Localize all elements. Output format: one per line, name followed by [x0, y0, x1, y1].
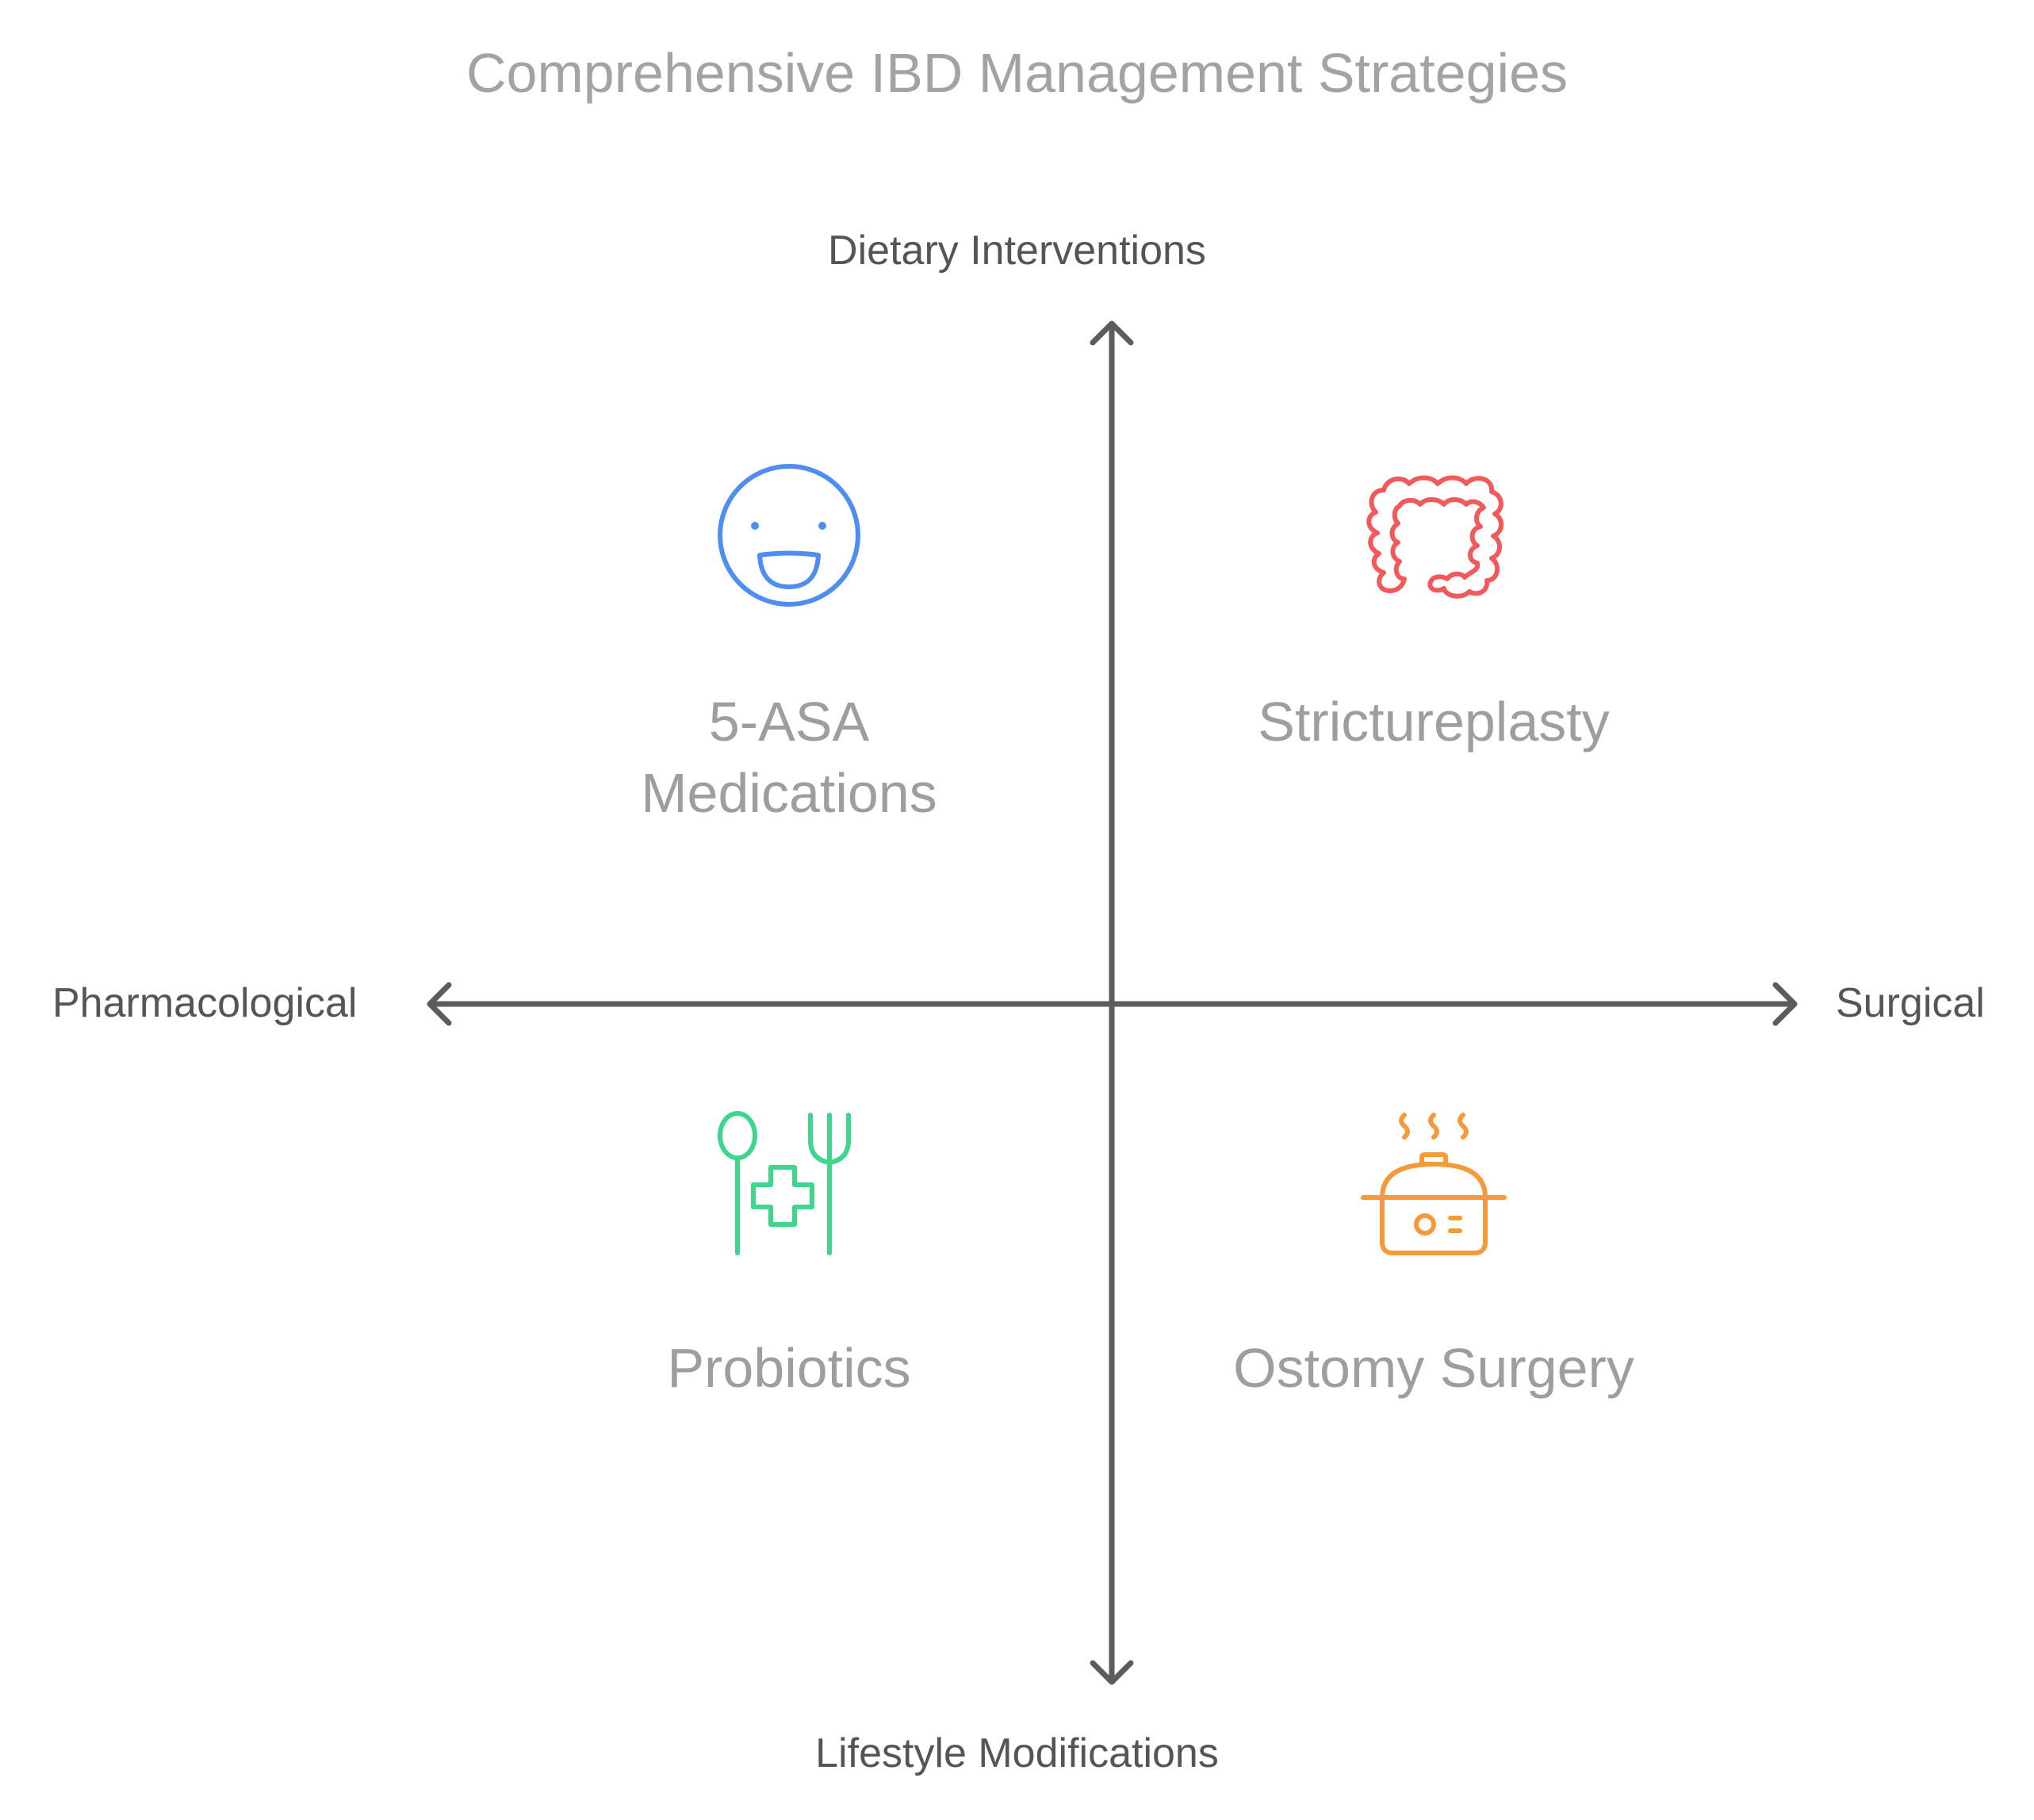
smiley-face-icon — [718, 464, 860, 607]
arrow-down-icon — [1090, 1660, 1134, 1685]
arrow-up-icon — [1090, 320, 1134, 346]
diagram-title: Comprehensive IBD Management Strategies — [465, 42, 1569, 104]
arrow-right-icon — [1772, 982, 1798, 1026]
axis-label-left: Pharmacological — [52, 980, 358, 1026]
intestine-icon — [1366, 475, 1503, 599]
axis-label-right: Surgical — [1836, 980, 1985, 1026]
steaming-pot-icon — [1361, 1113, 1507, 1255]
arrow-left-icon — [427, 982, 452, 1026]
quadrant-label-line: Medications — [641, 762, 937, 824]
quadrant-label-line: 5-ASA — [708, 691, 870, 753]
spoon-fork-medical-cross-icon — [718, 1111, 851, 1255]
quadrant-label-top-left: 5-ASA Medications — [488, 686, 1090, 829]
quadrant-label-bottom-right: Ostomy Surgery — [1233, 1337, 1634, 1399]
quadrant-label-bottom-left: Probiotics — [667, 1337, 911, 1399]
quadrant-label-top-right: Strictureplasty — [1258, 691, 1610, 753]
axis-label-top: Dietary Interventions — [828, 228, 1206, 274]
axis-label-bottom: Lifestyle Modifications — [815, 1730, 1219, 1776]
